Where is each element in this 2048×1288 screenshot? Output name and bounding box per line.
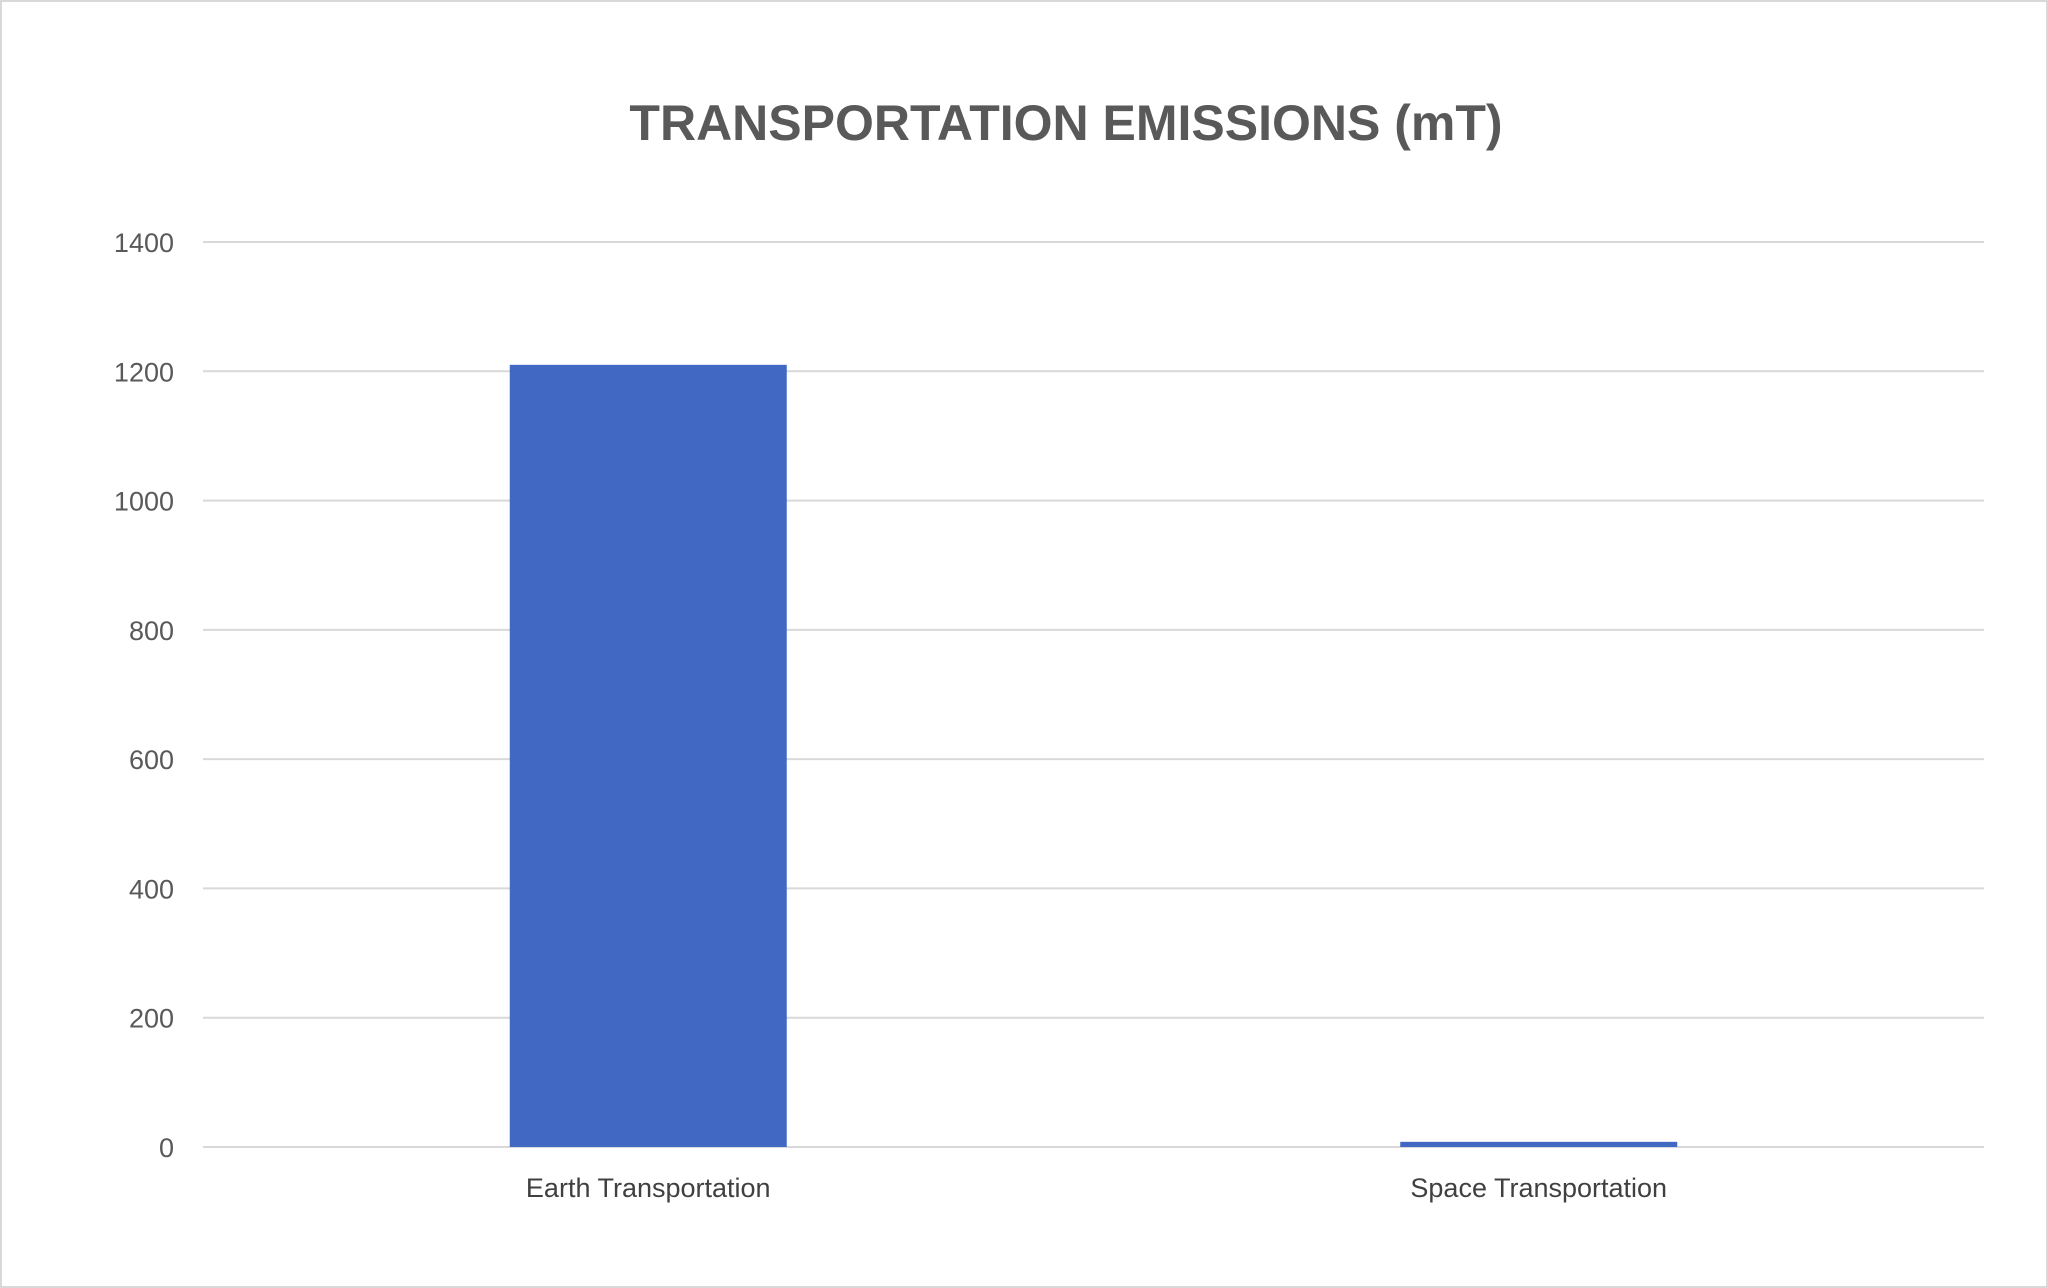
- y-tick-label: 600: [129, 745, 174, 775]
- y-tick-label: 1400: [114, 228, 174, 258]
- bars: [509, 364, 1678, 1148]
- chart-title: TRANSPORTATION EMISSIONS (mT): [629, 95, 1502, 151]
- x-category-label: Earth Transportation: [526, 1173, 771, 1203]
- y-tick-label: 1200: [114, 357, 174, 387]
- y-tick-label: 200: [129, 1004, 174, 1034]
- y-tick-label: 400: [129, 874, 174, 904]
- y-tick-label: 800: [129, 616, 174, 646]
- gridlines: [203, 241, 1984, 1148]
- x-axis: Earth Transportation Space Transportation: [526, 1173, 1667, 1203]
- bar-0: [509, 364, 787, 1148]
- y-tick-label: 1000: [114, 487, 174, 517]
- bar-1: [1400, 1141, 1678, 1147]
- y-axis: 0 200 400 600 800 1000 1200 1400: [114, 228, 174, 1163]
- y-tick-label: 0: [159, 1133, 174, 1163]
- x-category-label: Space Transportation: [1410, 1173, 1667, 1203]
